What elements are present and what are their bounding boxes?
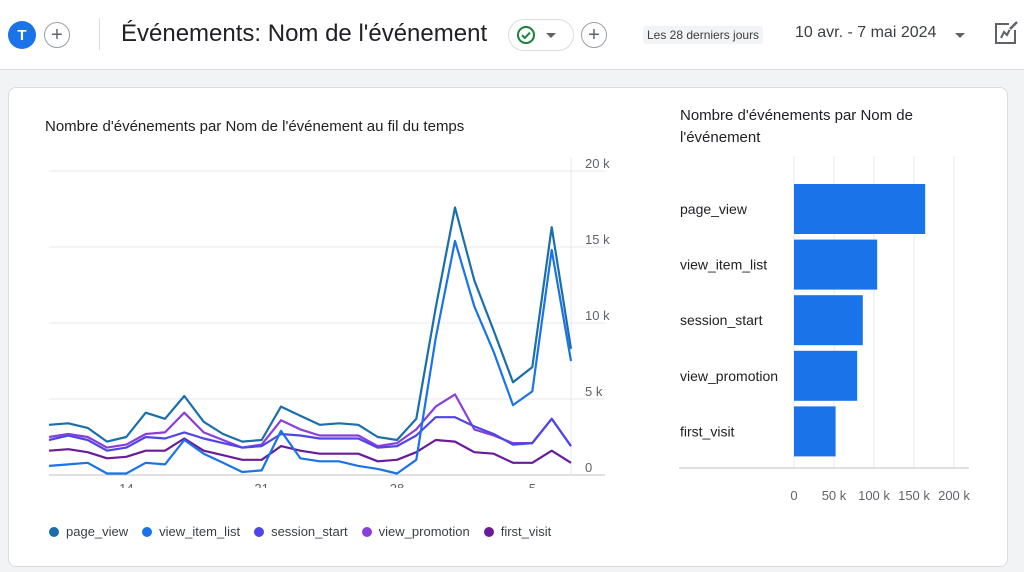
bar-category-label: view_promotion bbox=[680, 368, 778, 384]
legend-item-view_promotion[interactable]: view_promotion bbox=[361, 524, 470, 539]
bar-category-label: first_visit bbox=[680, 423, 735, 439]
x-tick-label: 0 bbox=[790, 488, 797, 503]
y-tick-label: 10 k bbox=[585, 308, 610, 323]
bar-category-label: page_view bbox=[680, 201, 748, 217]
avatar[interactable]: T bbox=[8, 21, 36, 49]
legend-dot bbox=[142, 526, 153, 537]
report-header: T + Événements: Nom de l'événement + Les… bbox=[0, 0, 1024, 70]
series-line-session_start bbox=[48, 416, 572, 452]
legend-dot bbox=[483, 526, 494, 537]
bar-category-label: view_item_list bbox=[680, 257, 767, 273]
bar-first_visit bbox=[794, 406, 836, 457]
x-tick-label: 14 bbox=[119, 481, 133, 488]
y-tick-label: 0 bbox=[585, 460, 592, 475]
x-tick-label: 150 k bbox=[898, 488, 930, 503]
x-tick-label: 21 bbox=[254, 481, 268, 488]
check-circle-icon bbox=[517, 26, 535, 44]
chevron-down-icon[interactable] bbox=[955, 33, 965, 38]
series-line-page_view bbox=[48, 206, 573, 443]
series-line-view_promotion bbox=[48, 393, 572, 449]
legend-dot bbox=[361, 526, 372, 537]
bar-chart-title: Nombre d'événements par Nom de l'événeme… bbox=[680, 107, 913, 146]
series-line-first_visit bbox=[48, 437, 572, 464]
add-filter-button[interactable]: + bbox=[581, 22, 607, 48]
edit-chart-icon[interactable] bbox=[993, 20, 1019, 46]
x-tick-label: 50 k bbox=[822, 488, 847, 503]
legend-dot bbox=[49, 526, 59, 537]
title-status-dropdown[interactable] bbox=[508, 19, 574, 51]
x-tick-label: 28 bbox=[390, 481, 404, 488]
line-chart[interactable]: 05 k10 k15 k20 k14avr.21285mai bbox=[9, 148, 629, 488]
bar-view_promotion bbox=[794, 350, 858, 401]
legend-label: session_start bbox=[271, 524, 348, 539]
legend-item-session_start[interactable]: session_start bbox=[254, 524, 348, 539]
line-chart-title: Nombre d'événements par Nom de l'événeme… bbox=[45, 118, 465, 135]
x-tick-label: 100 k bbox=[858, 488, 890, 503]
bar-category-label: session_start bbox=[680, 312, 763, 328]
legend-label: first_visit bbox=[500, 524, 552, 539]
legend-label: view_item_list bbox=[159, 524, 241, 539]
divider bbox=[99, 18, 100, 50]
chevron-down-icon bbox=[546, 32, 556, 38]
y-tick-label: 5 k bbox=[585, 384, 603, 399]
y-tick-label: 15 k bbox=[585, 232, 610, 247]
line-chart-legend: page_view view_item_list session_start view… bbox=[49, 524, 551, 539]
legend-label: view_promotion bbox=[378, 524, 470, 539]
add-icon: + bbox=[51, 24, 63, 46]
legend-item-page_view[interactable]: page_view bbox=[49, 524, 128, 539]
add-icon: + bbox=[588, 24, 600, 46]
bar-page_view bbox=[794, 184, 926, 234]
legend-item-view_item_list[interactable]: view_item_list bbox=[142, 524, 240, 539]
bar-chart[interactable]: 0 50 k 100 k 150 k 200 k page_view view_item_l… bbox=[669, 148, 989, 508]
page-title: Événements: Nom de l'événement bbox=[121, 20, 488, 47]
bar-session_start bbox=[794, 295, 863, 346]
legend-label: page_view bbox=[66, 524, 129, 539]
legend-dot bbox=[254, 526, 265, 537]
date-range-selector[interactable]: 10 avr. - 7 mai 2024 bbox=[795, 24, 937, 41]
add-comparison-button[interactable]: + bbox=[44, 22, 70, 48]
date-preset-chip[interactable]: Les 28 derniers jours bbox=[643, 26, 764, 44]
legend-item-first_visit[interactable]: first_visit bbox=[483, 524, 552, 539]
report-card: Nombre d'événements par Nom de l'événeme… bbox=[8, 87, 1008, 567]
bar-view_item_list bbox=[794, 239, 878, 290]
x-tick-label: 5 bbox=[529, 481, 536, 488]
series-line-view_item_list bbox=[48, 239, 573, 475]
y-tick-label: 20 k bbox=[585, 156, 610, 171]
x-tick-label: 200 k bbox=[938, 488, 970, 503]
